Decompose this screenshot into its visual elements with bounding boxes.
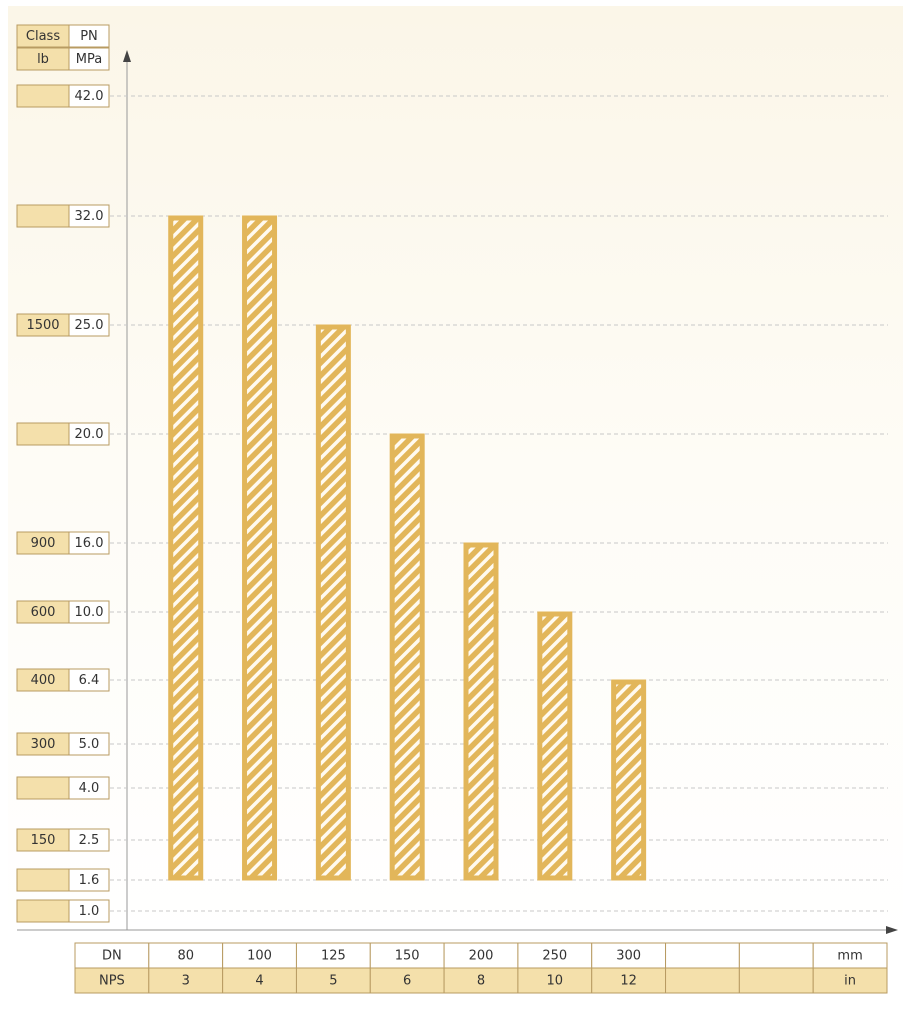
y-tick-label: 42.0 (75, 89, 104, 104)
x-arrow (886, 926, 898, 934)
y-tick-label: 10.0 (75, 605, 104, 620)
y-tick-label: 16.0 (75, 536, 104, 551)
x-tick-label: 300 (616, 949, 641, 964)
bar (242, 215, 278, 881)
nps-label: 12 (620, 974, 637, 989)
class-label: 1500 (26, 318, 59, 333)
y-tick-label: 20.0 (75, 427, 104, 442)
y-tick-label: 1.0 (79, 904, 100, 919)
tick-cell (68, 313, 110, 337)
nps-label: 3 (182, 974, 190, 989)
y-tick-label: 25.0 (75, 318, 104, 333)
row-header: NPS (99, 974, 125, 989)
class-label: 400 (31, 673, 56, 688)
nps-label: 8 (477, 974, 485, 989)
nps-label: 5 (329, 974, 337, 989)
y-tick-label: 4.0 (79, 781, 100, 796)
unit-label: in (844, 974, 856, 989)
y-tick-label: 6.4 (79, 673, 100, 688)
y-tick-label: 32.0 (75, 209, 104, 224)
bar (537, 611, 573, 881)
table-cell (665, 942, 740, 969)
class-cell (16, 422, 70, 446)
nps-label: 6 (403, 974, 411, 989)
table-cell (812, 942, 888, 969)
tick-cell (68, 531, 110, 555)
class-cell (16, 868, 70, 892)
table-cell (295, 967, 371, 994)
class-cell (16, 899, 70, 923)
tick-cell (68, 828, 110, 852)
unit-label: mm (837, 949, 862, 964)
bar (168, 215, 204, 881)
class-cell (16, 776, 70, 800)
nps-label: 4 (255, 974, 263, 989)
x-tick-label: 80 (177, 949, 194, 964)
class-cell (16, 84, 70, 108)
table-cell (665, 967, 740, 994)
x-tick-label: 250 (542, 949, 567, 964)
table-cell (369, 942, 445, 969)
x-tick-label: 150 (395, 949, 420, 964)
table-cell (148, 967, 224, 994)
pn-header-cell (68, 24, 110, 48)
y-tick-label: 5.0 (79, 737, 100, 752)
tick-cell (68, 422, 110, 446)
table-cell (295, 942, 371, 969)
class-label: 300 (31, 737, 56, 752)
table-cell (812, 967, 888, 994)
tick-cell (68, 776, 110, 800)
class-header: lb (37, 52, 49, 67)
class-label: 900 (31, 536, 56, 551)
tick-cell (68, 868, 110, 892)
pn-header: PN (80, 29, 98, 44)
x-tick-label: 100 (247, 949, 272, 964)
background (8, 6, 903, 936)
pn-header: MPa (76, 52, 102, 67)
nps-label: 10 (547, 974, 564, 989)
row-header: DN (102, 949, 122, 964)
tick-cell (68, 600, 110, 624)
class-label: 600 (31, 605, 56, 620)
class-header: Class (26, 29, 60, 44)
table-cell (738, 942, 814, 969)
bar (389, 433, 425, 881)
tick-cell (68, 84, 110, 108)
tick-cell (68, 204, 110, 228)
table-cell (591, 967, 667, 994)
y-tick-label: 1.6 (79, 873, 100, 888)
table-cell (74, 967, 150, 994)
table-cell (74, 942, 150, 969)
table-cell (222, 942, 297, 969)
y-tick-label: 2.5 (79, 833, 100, 848)
class-label: 150 (31, 833, 56, 848)
bar (611, 679, 647, 881)
class-cell (16, 204, 70, 228)
tick-cell (68, 732, 110, 756)
tick-cell (68, 668, 110, 692)
bar (463, 542, 499, 881)
table-cell (738, 967, 814, 994)
y-arrow (123, 50, 131, 62)
x-tick-label: 200 (469, 949, 494, 964)
tick-cell (68, 899, 110, 923)
table-cell (148, 942, 224, 969)
table-cell (517, 967, 593, 994)
bar (315, 324, 351, 881)
pn-header-cell (68, 47, 110, 71)
x-tick-label: 125 (321, 949, 346, 964)
